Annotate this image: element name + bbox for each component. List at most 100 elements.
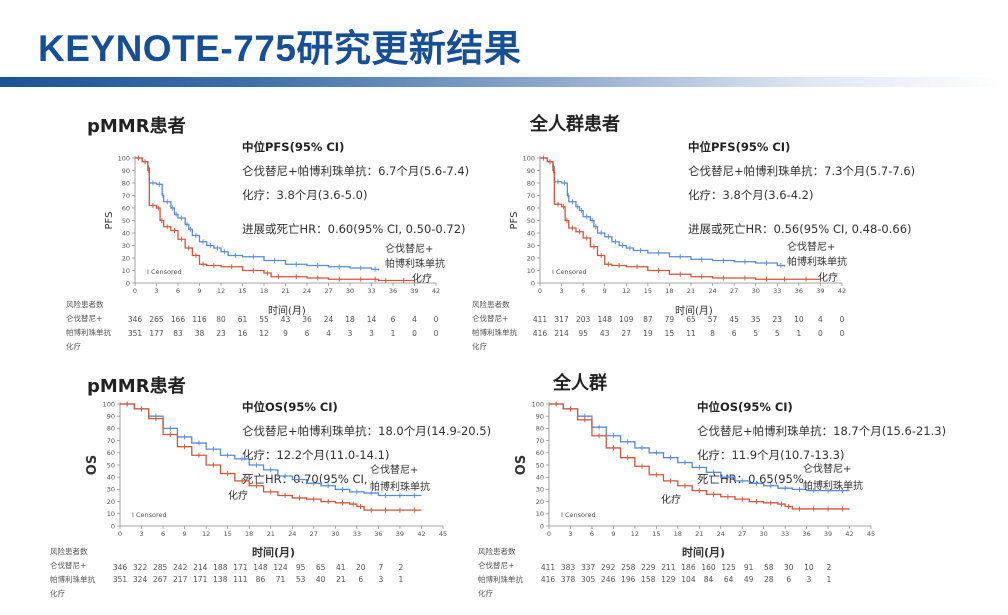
x-tick-label: 15 <box>224 530 232 538</box>
x-tick-label: 45 <box>867 530 875 538</box>
risk-value: 8 <box>710 329 715 338</box>
risk-value: 18 <box>345 315 355 324</box>
y-axis-label: PFS <box>509 212 520 230</box>
risk-value: 160 <box>701 563 716 572</box>
risk-value: 20 <box>356 563 366 572</box>
risk-label-chemo: 化疗 <box>472 342 487 351</box>
risk-value: 27 <box>621 329 632 338</box>
km-curve <box>135 157 380 271</box>
x-tick-label: 18 <box>674 530 682 538</box>
stats-line-chemo: 化疗：12.2个月(11.0-14.1) <box>242 448 390 462</box>
risk-value: 4 <box>412 315 417 324</box>
x-tick-label: 42 <box>432 287 440 295</box>
risk-value: 16 <box>237 329 248 338</box>
y-tick-label: 30 <box>536 486 544 494</box>
risk-value: 148 <box>597 315 612 324</box>
risk-value: 23 <box>216 329 226 338</box>
y-tick-label: 50 <box>122 217 130 225</box>
x-tick-label: 6 <box>176 287 180 295</box>
y-tick-label: 80 <box>527 179 535 187</box>
x-tick-label: 21 <box>687 287 695 295</box>
x-tick-label: 12 <box>631 530 639 538</box>
risk-value: 1 <box>796 329 802 338</box>
risk-label-chemo: 化疗 <box>478 589 493 598</box>
x-tick-label: 21 <box>695 530 703 538</box>
risk-value: 41 <box>335 563 346 572</box>
x-axis-label: 时间(月) <box>252 546 296 559</box>
risk-value: 217 <box>173 575 188 584</box>
x-tick-label: 42 <box>838 287 846 295</box>
risk-label-combo-a: 仑伐替尼+ <box>50 561 87 570</box>
x-tick-label: 3 <box>560 287 564 295</box>
stats-line-chemo: 化疗：3.8个月(3.6-4.2) <box>688 188 814 202</box>
x-tick-label: 3 <box>154 287 158 295</box>
y-tick-label: 100 <box>523 154 535 162</box>
risk-label-chemo: 化疗 <box>66 342 81 351</box>
y-tick-label: 20 <box>122 254 130 262</box>
risk-value: 6 <box>390 315 396 324</box>
risk-label-combo-a: 仑伐替尼+ <box>66 314 103 323</box>
censored-legend: I Censored <box>147 268 182 276</box>
x-tick-label: 12 <box>217 287 225 295</box>
risk-value: 171 <box>233 563 248 572</box>
risk-value: 1 <box>826 575 832 584</box>
x-tick-label: 39 <box>824 530 832 538</box>
risk-value: 158 <box>641 575 656 584</box>
risk-value: 43 <box>280 315 291 324</box>
risk-label-combo-a: 仑伐替尼+ <box>478 561 515 570</box>
risk-value: 0 <box>412 329 417 338</box>
x-tick-label: 24 <box>288 530 296 538</box>
y-tick-label: 20 <box>107 498 115 506</box>
y-tick-label: 100 <box>103 400 115 408</box>
risk-value: 91 <box>743 563 754 572</box>
risk-value: 80 <box>216 315 226 324</box>
curve-label-chemo: 化疗 <box>412 272 432 285</box>
risk-value: 43 <box>599 329 610 338</box>
risk-value: 214 <box>554 329 569 338</box>
stats-line-combo: 仑伐替尼+帕博利珠单抗：7.3个月(5.7-7.6) <box>688 164 916 178</box>
y-tick-label: 90 <box>107 413 115 421</box>
y-tick-label: 0 <box>531 279 535 287</box>
stats-heading: 中位OS(95% CI) <box>242 400 338 414</box>
risk-value: 267 <box>152 575 168 584</box>
x-tick-label: 6 <box>161 530 165 538</box>
x-tick-label: 21 <box>267 530 275 538</box>
y-tick-label: 20 <box>536 498 544 506</box>
x-tick-label: 15 <box>644 287 652 295</box>
risk-value: 229 <box>641 563 656 572</box>
curve-label-combo: 仑伐替尼+ <box>787 240 835 253</box>
risk-value: 79 <box>664 315 675 324</box>
x-tick-label: 27 <box>310 530 318 538</box>
risk-value: 0 <box>818 329 823 338</box>
curve-label-combo: 帕博利珠单抗 <box>787 255 847 268</box>
stats-block-os-all: 中位OS(95% CI) 仑伐替尼+帕博利珠单抗：18.7个月(15.6-21.… <box>697 395 946 491</box>
risk-value: 4 <box>326 329 331 338</box>
x-tick-label: 30 <box>346 287 354 295</box>
x-tick-label: 36 <box>802 530 810 538</box>
risk-value: 337 <box>580 563 596 572</box>
risk-value: 0 <box>433 315 439 324</box>
risk-label-combo-b: 帕博利珠单抗 <box>478 575 523 584</box>
stats-line-hr: 进展或死亡HR：0.60(95% CI, 0.50-0.72) <box>242 222 466 236</box>
x-tick-label: 6 <box>590 530 594 538</box>
risk-value: 0 <box>433 329 439 338</box>
risk-value: 104 <box>681 575 696 584</box>
y-tick-label: 10 <box>122 267 130 275</box>
y-tick-label: 10 <box>536 510 544 518</box>
risk-value: 9 <box>283 329 288 338</box>
risk-value: 36 <box>302 315 312 324</box>
x-tick-label: 42 <box>417 530 425 538</box>
y-tick-label: 70 <box>527 192 535 200</box>
y-tick-label: 50 <box>536 461 544 469</box>
risk-value: 177 <box>149 329 164 338</box>
km-curve <box>120 403 422 511</box>
risk-value: 12 <box>259 329 269 338</box>
risk-value: 203 <box>575 315 591 324</box>
x-tick-label: 18 <box>245 530 253 538</box>
risk-value: 116 <box>192 315 207 324</box>
x-tick-label: 9 <box>603 287 607 295</box>
curve-label-chemo: 化疗 <box>661 493 681 506</box>
y-tick-label: 70 <box>122 192 130 200</box>
y-tick-label: 60 <box>107 449 115 457</box>
